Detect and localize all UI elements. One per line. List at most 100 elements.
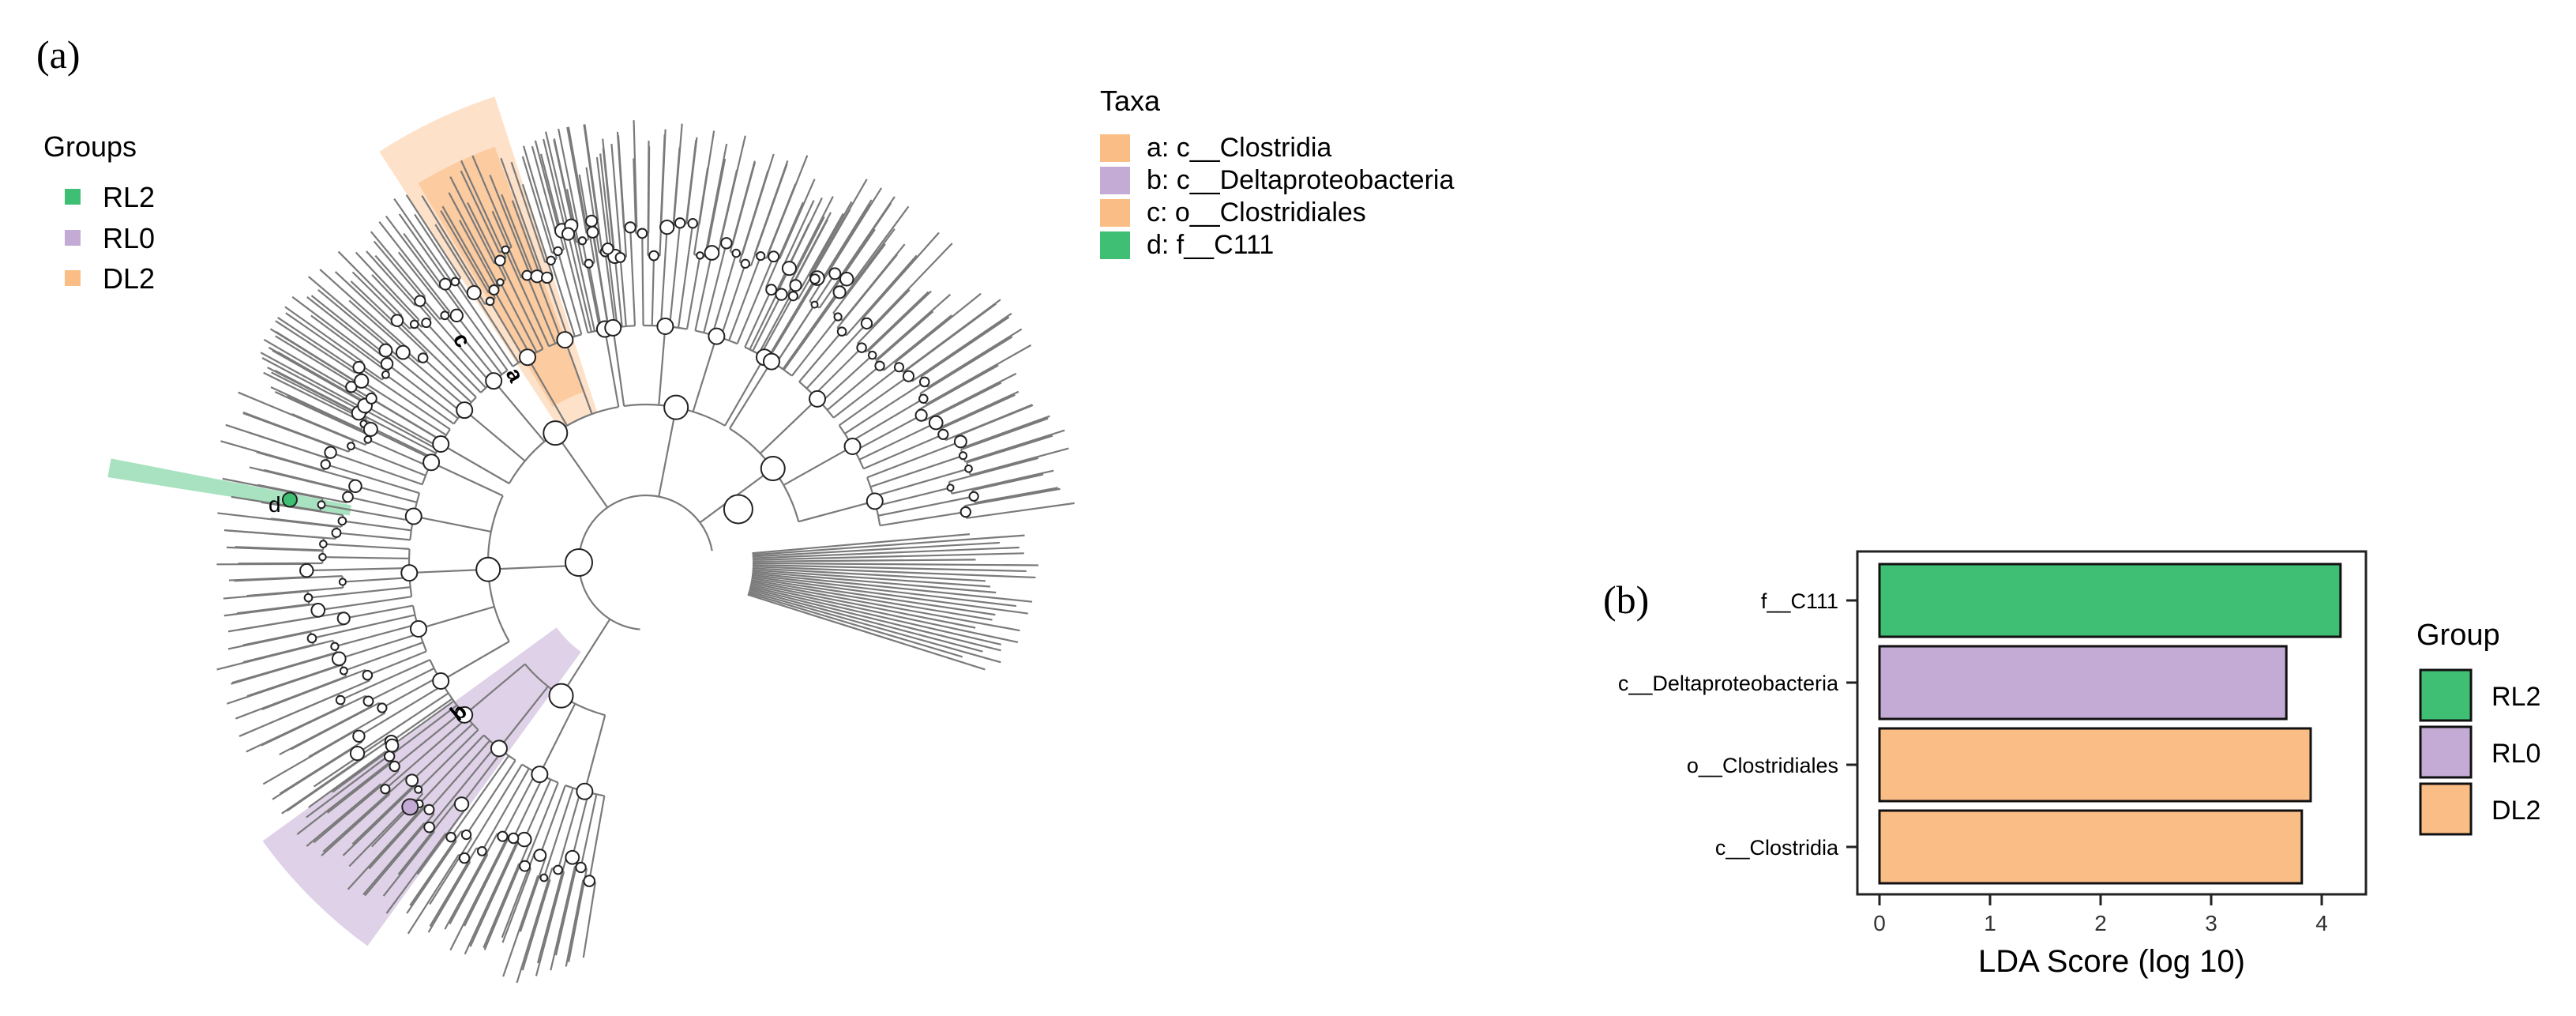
clade-node (832, 285, 847, 299)
clade-node (299, 563, 314, 578)
clade-node (828, 267, 842, 280)
branch-line (358, 367, 451, 431)
branch-line (752, 546, 1020, 559)
clade-node (347, 442, 355, 450)
branch-line (590, 220, 610, 329)
branch-line (526, 275, 557, 344)
branch-line (536, 856, 568, 964)
clade-node (362, 669, 374, 681)
clade-node (902, 370, 915, 382)
clade-node (720, 237, 733, 250)
branch-line (521, 879, 551, 971)
clade-node (789, 279, 802, 292)
taxa-swatch-b (1100, 167, 1130, 194)
clade-node (867, 350, 877, 360)
branch-line (366, 650, 427, 676)
branch-line (367, 438, 430, 468)
branch-line (274, 369, 362, 416)
branch-line (820, 354, 873, 404)
clade-node (331, 651, 347, 667)
branch-line (464, 663, 526, 716)
clade-node (959, 451, 968, 461)
x-axis-ticks: 0 1 2 3 4 (1873, 894, 2328, 935)
clade-label-d: d (268, 492, 281, 517)
branch-line (554, 858, 580, 956)
group-swatch-rl0 (2419, 725, 2473, 779)
clade-node (565, 849, 580, 865)
branch-line (839, 375, 910, 427)
branch-line (460, 170, 501, 254)
taxa-swatch-d (1100, 231, 1130, 259)
branch-line (588, 263, 603, 330)
lda-bar-chart: f__C111 c__Deltaproteobacteria o__Clostrid… (1618, 550, 2368, 979)
branch-line (334, 271, 393, 326)
clade-node (385, 738, 400, 753)
branch-line (235, 675, 347, 720)
branch-line (809, 201, 853, 277)
branch-line (417, 728, 479, 791)
branch-line (236, 603, 310, 615)
clade-node (354, 373, 370, 389)
clade-node (352, 729, 366, 743)
branch-line (875, 310, 934, 363)
branch-line (960, 417, 1049, 451)
branch-line (557, 790, 582, 871)
clade-node (349, 745, 366, 762)
branch-line (565, 879, 584, 967)
clade-node (928, 415, 944, 431)
clade-node (475, 556, 501, 582)
clade-node (363, 435, 373, 444)
branch-line (923, 372, 1017, 422)
branch-line (277, 351, 369, 405)
branch-line (564, 339, 593, 415)
clade-node (303, 593, 314, 603)
x-tick-label-1: 1 (1984, 911, 1996, 935)
clade-node (860, 317, 873, 329)
branch-line (391, 700, 455, 747)
branch-line (826, 365, 881, 411)
branch-line (606, 248, 618, 328)
branch-line (308, 712, 386, 758)
branch-line (748, 590, 1001, 664)
branch-line (358, 684, 444, 737)
clade-node (856, 342, 867, 353)
clade-node (601, 243, 614, 255)
branch-line (238, 615, 320, 631)
clade-node (438, 277, 452, 291)
clade-node (401, 798, 419, 816)
branch-line (633, 158, 637, 234)
branch-line (489, 300, 526, 359)
clade-node (319, 540, 328, 548)
branch-line (585, 167, 600, 254)
branch-line (440, 641, 510, 682)
clade-node (377, 702, 388, 713)
clade-node (383, 751, 396, 762)
branch-line (751, 577, 996, 616)
branch-line (242, 644, 314, 664)
clade-node (543, 420, 569, 446)
branch-line (291, 295, 390, 371)
x-axis-label: LDA Score (log 10) (1978, 944, 2245, 979)
clade-node (409, 319, 419, 329)
branch-line (385, 374, 455, 425)
branch-line (972, 473, 1044, 491)
branch-line (677, 223, 694, 328)
clade-node (395, 344, 411, 360)
legend-label-rl2: RL2 (103, 181, 155, 213)
branch-line (749, 585, 1001, 645)
branch-line (920, 316, 1010, 378)
branch-line (918, 364, 999, 411)
clade-node (445, 831, 456, 843)
clade-node (704, 245, 720, 261)
branch-line (752, 534, 1025, 556)
branch-line (539, 153, 563, 236)
branch-line (748, 592, 963, 658)
branch-line (703, 243, 727, 333)
branch-line (382, 830, 435, 897)
branch-line (752, 552, 1024, 561)
clade-node (874, 360, 885, 371)
clade-node (548, 683, 574, 709)
branch-line (843, 228, 896, 297)
branch-line (974, 487, 1058, 504)
branch-line (322, 775, 409, 852)
